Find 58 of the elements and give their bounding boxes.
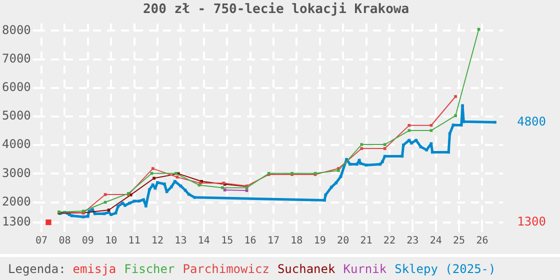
x-tick-label: 26 (476, 236, 488, 247)
x-tick-label: 20 (337, 236, 350, 247)
x-tick-label: 18 (290, 236, 303, 247)
point (383, 147, 386, 150)
x-tick-label: 08 (58, 236, 71, 247)
x-tick-label: 24 (430, 236, 442, 247)
point (454, 114, 457, 118)
x-tick-label: 12 (151, 236, 164, 247)
text: Kurnik (343, 262, 387, 276)
text: Parchimowicz (182, 262, 270, 276)
x-tick-label: 07 (36, 236, 48, 247)
x-tick-label: 17 (267, 236, 280, 247)
x-tick-label: 25 (453, 236, 466, 247)
point (104, 193, 107, 196)
point (430, 124, 433, 127)
x-tick-label: 10 (105, 236, 118, 247)
point (152, 176, 156, 180)
text: Sklepy (2025-) (394, 262, 496, 276)
text: emisja (72, 262, 116, 276)
x-tick-label: 14 (198, 236, 210, 247)
x-tick-label: 11 (128, 236, 140, 247)
x-tick-label: 22 (383, 236, 396, 247)
legend-title: Legenda: (8, 262, 66, 276)
x-tick-label: 16 (244, 236, 256, 247)
y-tick-label: 5000 (2, 108, 31, 123)
y-tick-label: 1300 (2, 214, 31, 228)
x-tick-label: 21 (360, 236, 372, 247)
y2-tick-label: 1300 (517, 214, 546, 228)
x-tick-label: 15 (221, 236, 234, 247)
point (245, 189, 248, 192)
point (408, 129, 411, 132)
y-tick-label: 3000 (2, 166, 31, 180)
point (383, 143, 386, 146)
point (150, 172, 154, 175)
chart-title: 200 zł - 750-lecie lokacji Krakowa (142, 2, 410, 18)
y-tick-label: 8000 (2, 22, 31, 37)
y-tick-label: 2000 (2, 194, 31, 208)
point (107, 208, 110, 212)
y-tick-label: 4000 (2, 137, 31, 152)
y2-tick-label: 4800 (517, 114, 546, 128)
x-tick-label: 13 (174, 236, 187, 247)
x-tick-label: 19 (314, 236, 326, 247)
point (221, 186, 224, 190)
x-tick-label: 23 (406, 236, 419, 247)
y-tick-label: 6000 (2, 80, 31, 94)
point (46, 219, 52, 226)
y-tick-label: 7000 (2, 51, 31, 66)
point (176, 176, 179, 179)
x-tick-label: 09 (82, 236, 94, 247)
text: Suchanek (277, 262, 336, 276)
point (360, 143, 364, 146)
point (223, 188, 226, 192)
point (430, 129, 433, 132)
text: Fischer (124, 262, 175, 276)
point (151, 167, 154, 170)
point (360, 147, 364, 150)
point (408, 124, 411, 127)
point (174, 172, 178, 175)
